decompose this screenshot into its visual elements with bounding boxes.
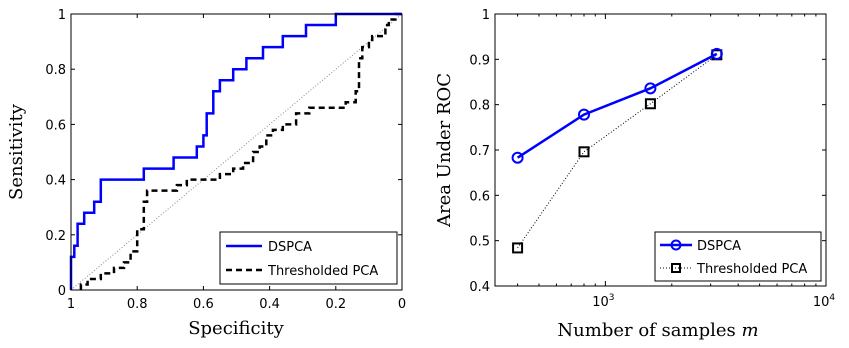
roc-legend-label-dspca: DSPCA [268,240,312,255]
roc-x-tick-label: 0 [398,297,406,312]
roc-series-thresholded-pca [79,12,402,290]
auc-y-tick-label: 0.8 [469,99,490,114]
auc-point-dspca [710,47,723,60]
roc-series-dspca [69,12,402,290]
roc-y-tick-label: 0.4 [45,174,66,189]
roc-legend-box [219,231,398,285]
auc-plot-area [511,47,723,254]
auc-series-line-thresholded-pca [517,54,718,249]
roc-y-tick-label: 0 [58,284,66,299]
auc-x-tick-label: 104 [813,293,836,310]
roc-y-tick-label: 0.2 [45,229,66,244]
roc-y-tick-label: 0.8 [45,63,66,78]
roc-legend-label-thresholded-pca: Thresholded PCA [267,264,378,279]
auc-point-thresholded-pca [512,242,524,254]
auc-point-dspca [577,108,590,121]
auc-legend-label-thresholded-pca: Thresholded PCA [696,262,807,277]
auc-point-dspca [511,151,524,164]
auc-x-axis-label: Number of samples m [557,320,758,341]
auc-y-axis-label: Area Under ROC [434,73,455,228]
auc-legend-box [654,231,822,282]
auc-y-tick-label: 0.4 [469,280,490,295]
roc-ticks: 1 0.8 0.6 0.4 0.2 0 0 0.2 0.4 0.6 0.8 1 [45,8,406,312]
auc-point-dspca [644,82,657,95]
roc-legend: DSPCA Thresholded PCA [219,231,398,285]
auc-series-line-dspca [516,52,718,159]
auc-y-tick-label: 1 [482,8,490,23]
auc-y-tick-label: 0.5 [469,235,490,250]
roc-y-axis-label: Sensitivity [6,103,27,200]
auc-x-tick-label: 103 [592,293,614,310]
auc-legend-label-dspca: DSPCA [697,239,741,254]
auc-point-thresholded-pca [644,98,656,110]
auc-legend: DSPCA Thresholded PCA [654,231,822,282]
roc-chart: 1 0.8 0.6 0.4 0.2 0 0 0.2 0.4 0.6 0.8 1 Specificity… [6,8,406,339]
roc-y-tick-label: 0.6 [45,118,66,133]
auc-x-axis-symbol: m [742,320,759,341]
auc-legend-marker-thresholded-pca [671,263,681,273]
auc-point-thresholded-pca [578,146,590,158]
roc-x-tick-label: 1 [67,297,75,312]
auc-legend-marker-dspca [670,239,682,251]
roc-x-tick-label: 0.8 [127,297,148,312]
auc-y-tick-label: 0.6 [469,189,490,204]
roc-x-tick-label: 0.6 [193,297,214,312]
auc-y-tick-label: 0.7 [469,144,490,159]
roc-x-axis-label: Specificity [188,318,284,339]
auc-x-axis-label-text: Number of samples [557,320,735,341]
roc-x-tick-label: 0.4 [259,297,280,312]
roc-x-tick-label: 0.2 [325,297,346,312]
roc-y-tick-label: 1 [58,8,66,23]
roc-plot-area [69,12,403,291]
roc-axes-box [70,13,403,291]
auc-ticks: 103 104 0.4 0.5 0.6 0.7 0.8 0.9 1 [469,8,835,310]
auc-chart: 103 104 0.4 0.5 0.6 0.7 0.8 0.9 1 Number of samp… [434,8,835,341]
auc-y-tick-label: 0.9 [469,53,490,68]
